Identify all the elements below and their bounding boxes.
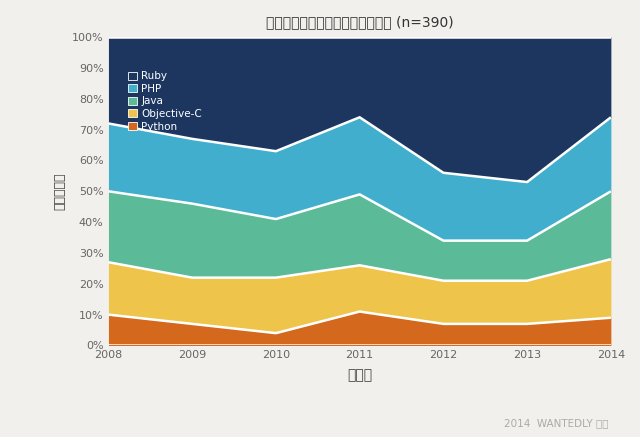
Y-axis label: 使用企業数: 使用企業数: [53, 173, 67, 210]
Title: 人気のプログラミング言語の推移 (n=390): 人気のプログラミング言語の推移 (n=390): [266, 15, 454, 29]
Text: 2014  WANTEDLY 調査: 2014 WANTEDLY 調査: [504, 418, 608, 428]
Legend: Ruby, PHP, Java, Objective-C, Python: Ruby, PHP, Java, Objective-C, Python: [124, 67, 206, 136]
X-axis label: 創業年: 創業年: [347, 369, 372, 383]
